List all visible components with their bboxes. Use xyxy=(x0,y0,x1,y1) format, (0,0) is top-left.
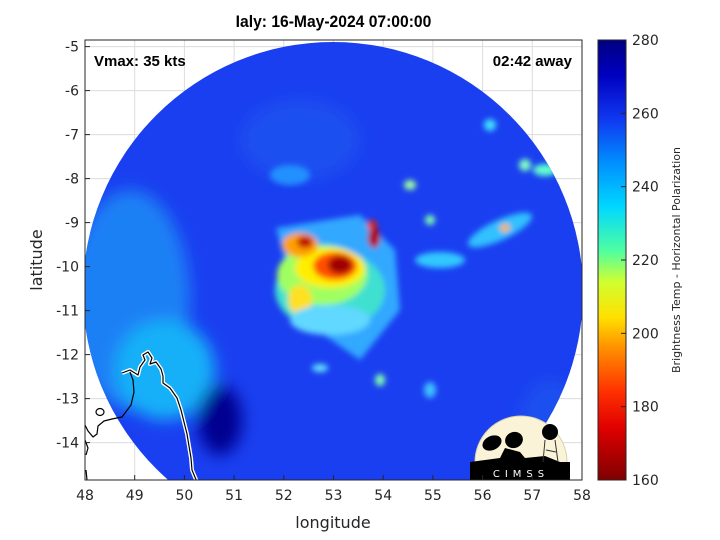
y-tick-label: -5 xyxy=(65,40,79,56)
y-tick-label: -11 xyxy=(56,304,79,320)
y-tick-label: -10 xyxy=(56,260,79,276)
colorbar-tick-label: 280 xyxy=(632,33,659,49)
colorbar-tick-label: 200 xyxy=(632,326,659,342)
vmax-annotation: Vmax: 35 kts xyxy=(94,53,186,70)
y-tick-label: -9 xyxy=(65,216,79,232)
x-tick-label: 56 xyxy=(474,488,492,504)
x-tick-label: 50 xyxy=(175,488,193,504)
colorbar-label: Brightness Temp - Horizontal Polarizatio… xyxy=(670,147,683,373)
x-tick-label: 49 xyxy=(126,488,144,504)
colorbar-ticks: 280 260 240 220 200 180 160 xyxy=(621,33,659,489)
y-tick-label: -7 xyxy=(65,128,79,144)
colorbar-tick-label: 160 xyxy=(632,473,659,489)
x-tick-label: 51 xyxy=(225,488,243,504)
time-offset-annotation: 02:42 away xyxy=(492,53,572,70)
plot-title: Ialy: 16-May-2024 07:00:00 xyxy=(235,12,432,31)
axis-ticks: 48 49 50 51 52 53 54 55 56 57 58 -5 -6 -7 -8 -9 -10 -11 -1… xyxy=(56,40,591,504)
x-tick-label: 52 xyxy=(275,488,293,504)
colorbar-tick-label: 180 xyxy=(632,400,659,416)
x-tick-label: 48 xyxy=(76,488,94,504)
y-tick-label: -12 xyxy=(56,348,79,364)
y-tick-label: -8 xyxy=(65,172,79,188)
logo-text: CIMSS xyxy=(493,469,549,480)
y-tick-label: -14 xyxy=(56,436,79,452)
y-axis-label: latitude xyxy=(27,229,46,290)
x-axis-label: longitude xyxy=(295,513,370,532)
y-tick-label: -6 xyxy=(65,84,79,100)
colorbar-tick-label: 220 xyxy=(632,253,659,269)
x-tick-label: 54 xyxy=(374,488,392,504)
x-tick-label: 58 xyxy=(573,488,591,504)
x-tick-label: 53 xyxy=(325,488,343,504)
colorbar-tick-label: 240 xyxy=(632,180,659,196)
colorbar-tick-label: 260 xyxy=(632,106,659,122)
x-tick-label: 55 xyxy=(424,488,442,504)
cimss-logo: CIMSS xyxy=(470,415,570,480)
x-tick-label: 57 xyxy=(523,488,541,504)
y-tick-label: -13 xyxy=(56,392,79,408)
brightness-temp-swath: CIMSS xyxy=(85,42,582,480)
